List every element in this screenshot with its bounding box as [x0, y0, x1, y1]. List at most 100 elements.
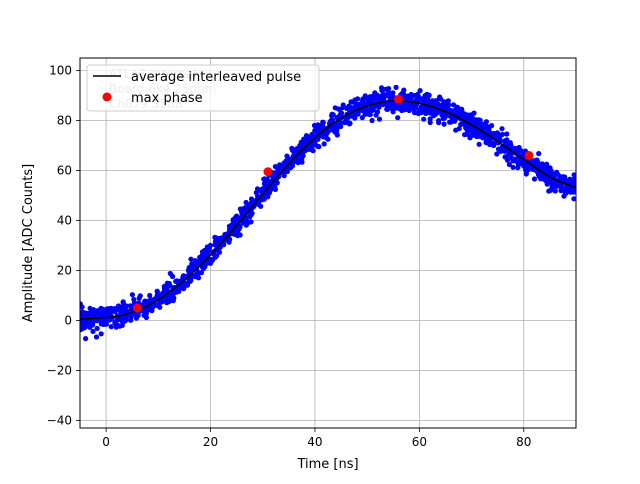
- legend: average interleaved pulse max phase: [86, 64, 320, 112]
- sample-point: [367, 98, 373, 104]
- sample-point: [206, 248, 212, 254]
- sample-point: [572, 173, 576, 179]
- average-pulse-line: [80, 100, 576, 321]
- sample-point: [531, 176, 538, 182]
- sample-point: [541, 164, 548, 170]
- sample-point: [274, 169, 280, 175]
- sample-point: [274, 165, 280, 171]
- sample-point: [436, 118, 442, 124]
- sample-point: [212, 239, 218, 245]
- sample-point: [304, 136, 310, 142]
- sample-point: [312, 127, 318, 134]
- sample-point: [192, 274, 198, 280]
- y-tick-label: −20: [47, 364, 72, 378]
- sample-point: [167, 295, 173, 301]
- sample-point: [393, 84, 399, 90]
- sample-point: [119, 306, 125, 312]
- sample-point: [476, 141, 482, 147]
- sample-point: [340, 102, 346, 108]
- legend-point-swatch: [102, 92, 112, 102]
- sample-point: [510, 164, 516, 170]
- sample-point: [354, 101, 360, 107]
- legend-box: [86, 64, 320, 112]
- sample-point: [467, 135, 473, 141]
- sample-point: [491, 130, 497, 137]
- y-tick-label: 0: [64, 314, 72, 328]
- sample-point: [281, 173, 287, 179]
- sample-point: [562, 185, 568, 191]
- sample-point: [474, 122, 481, 128]
- sample-point: [395, 115, 401, 121]
- ticks: 0 20 40 60 80 −40 −20 0 20 40 60 80 100: [47, 64, 532, 450]
- sample-point: [90, 322, 96, 328]
- sample-point: [427, 116, 433, 122]
- x-tick-label: 80: [516, 435, 531, 449]
- sample-point: [204, 244, 210, 250]
- sample-point: [300, 153, 306, 159]
- sample-point: [441, 121, 447, 127]
- sample-point: [347, 120, 353, 126]
- sample-point: [459, 108, 465, 114]
- sample-point: [537, 162, 543, 168]
- sample-point: [378, 85, 385, 91]
- sample-point: [325, 136, 331, 142]
- sample-point: [238, 208, 245, 214]
- sample-point: [186, 265, 192, 271]
- sample-point: [102, 318, 109, 324]
- sample-point: [543, 178, 550, 184]
- sample-point: [123, 303, 129, 309]
- sample-point: [568, 189, 574, 195]
- sample-point: [494, 151, 500, 157]
- sample-point: [93, 334, 100, 340]
- sample-point: [499, 126, 505, 132]
- sample-point: [233, 214, 239, 221]
- x-tick-label: 60: [412, 435, 427, 449]
- sample-point: [352, 97, 358, 103]
- sample-point: [508, 153, 514, 159]
- sample-point: [84, 320, 91, 326]
- y-axis-label: Amplitude [ADC Counts]: [21, 164, 36, 322]
- sample-point: [188, 256, 194, 262]
- sample-point: [80, 326, 84, 333]
- x-tick-label: 40: [307, 435, 322, 449]
- sample-point: [507, 140, 513, 146]
- sample-point: [82, 310, 88, 316]
- sample-point: [167, 270, 173, 277]
- sample-point: [365, 109, 371, 116]
- y-tick-label: 100: [49, 64, 72, 78]
- sample-point: [195, 270, 201, 276]
- sample-point: [90, 328, 96, 334]
- sample-point: [549, 185, 555, 191]
- sample-point: [386, 86, 392, 92]
- y-tick-label: 80: [57, 114, 72, 128]
- sample-point: [163, 286, 169, 292]
- sample-point: [448, 107, 454, 114]
- sample-point: [522, 161, 528, 167]
- sample-point: [495, 132, 501, 138]
- max-phase-point: [263, 167, 273, 177]
- sample-point: [506, 161, 512, 168]
- sample-point: [533, 162, 539, 168]
- sample-point: [147, 292, 153, 299]
- sample-point: [309, 147, 315, 153]
- sample-point: [515, 158, 521, 164]
- sample-point: [413, 93, 419, 99]
- sample-point: [404, 104, 410, 110]
- axes-frame: [79, 57, 577, 429]
- plot-area: [80, 84, 576, 342]
- y-tick-label: 20: [57, 264, 72, 278]
- sample-point: [109, 308, 115, 314]
- sample-point: [120, 319, 126, 325]
- sample-point: [547, 167, 553, 173]
- sample-point: [174, 278, 180, 284]
- sample-point: [462, 132, 468, 138]
- sample-point: [330, 112, 336, 118]
- sample-point: [557, 174, 563, 180]
- sample-point: [176, 288, 182, 294]
- x-tick-label: 0: [102, 435, 110, 449]
- sample-point: [359, 115, 365, 121]
- sample-point: [114, 322, 120, 328]
- sample-point: [489, 123, 495, 129]
- x-axis-label: Time [ns]: [296, 457, 358, 472]
- sample-point: [266, 178, 272, 184]
